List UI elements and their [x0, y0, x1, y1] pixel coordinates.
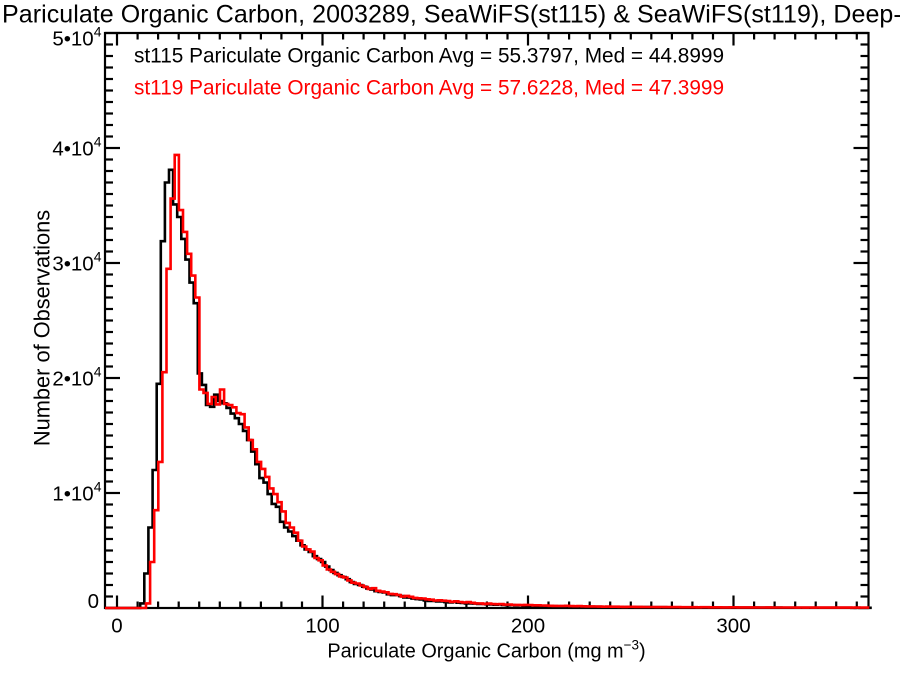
svg-text:4•104: 4•104 [52, 133, 101, 160]
svg-text:2•104: 2•104 [52, 363, 101, 390]
svg-text:Pariculate Organic Carbon (mg: Pariculate Organic Carbon (mg m−3) [327, 638, 645, 663]
svg-text:200: 200 [511, 615, 545, 638]
svg-text:1•104: 1•104 [52, 478, 101, 505]
svg-text:300: 300 [716, 615, 750, 638]
svg-text:5•104: 5•104 [52, 23, 101, 50]
svg-text:st119 Pariculate Organic Carbo: st119 Pariculate Organic Carbon Avg = 57… [134, 76, 724, 99]
svg-text:3•104: 3•104 [52, 248, 101, 275]
svg-text:Pariculate Organic Carbon, 200: Pariculate Organic Carbon, 2003289, SeaW… [2, 1, 900, 29]
svg-text:100: 100 [305, 615, 339, 638]
svg-text:0: 0 [88, 590, 99, 613]
svg-text:st115 Pariculate Organic Carbo: st115 Pariculate Organic Carbon Avg = 55… [134, 45, 724, 68]
svg-text:Number of Observations: Number of Observations [30, 210, 55, 446]
svg-text:0: 0 [111, 615, 122, 638]
